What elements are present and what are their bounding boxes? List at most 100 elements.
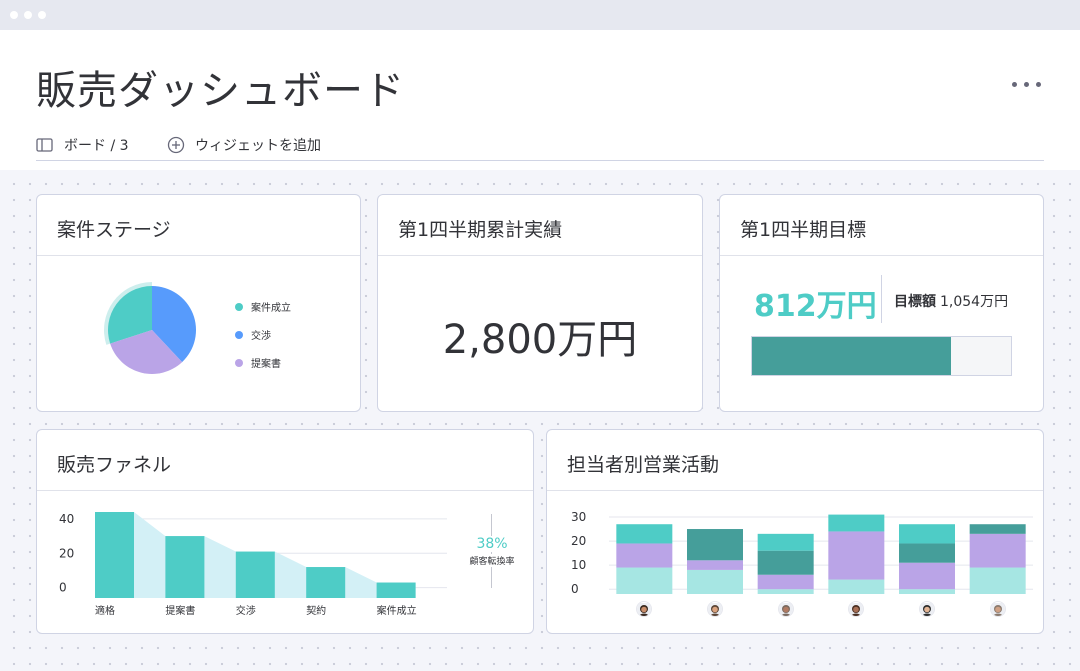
board-label: ボード / 3 xyxy=(64,138,129,154)
widget-title: 第1四半期目標 xyxy=(740,219,867,241)
funnel-bar[interactable] xyxy=(165,536,205,598)
stacked-bar-segment[interactable] xyxy=(616,524,673,544)
conversion-rate: 38% xyxy=(462,536,522,552)
stacked-bar-segment[interactable] xyxy=(616,543,673,568)
funnel-bar[interactable] xyxy=(95,512,134,598)
avatar-icon-4[interactable] xyxy=(849,602,864,616)
y-tick-label: 0 xyxy=(571,582,579,596)
more-icon xyxy=(1036,82,1041,87)
goal-target: 目標額 1,054万円 xyxy=(894,291,1008,311)
legend-swatch xyxy=(235,358,243,367)
y-tick-label: 30 xyxy=(571,510,586,524)
goal-target-label: 目標額 xyxy=(894,294,936,310)
goal-target-value: 1,054万円 xyxy=(940,294,1009,310)
stacked-bar-segment[interactable] xyxy=(969,524,1026,534)
activity-stacked-chart: 0 10 20 30 xyxy=(571,510,1033,596)
legend-item: 提案書 xyxy=(235,355,281,370)
header-divider xyxy=(36,160,1044,161)
x-tick-label: 適格 xyxy=(95,604,115,617)
stacked-bar-segment[interactable] xyxy=(899,543,955,563)
deal-stage-widget[interactable]: 案件ステージ 案件成立 交渉 提案書 xyxy=(36,194,361,412)
add-circle-icon xyxy=(167,136,185,154)
pie-slice[interactable] xyxy=(110,330,183,374)
widget-divider xyxy=(547,490,1043,491)
conversion-label: 顧客転換率 xyxy=(459,554,525,567)
avatar-icon-6[interactable] xyxy=(990,602,1005,616)
x-tick-label: 提案書 xyxy=(165,604,195,617)
funnel-bar[interactable] xyxy=(376,582,416,598)
stacked-bar-segment[interactable] xyxy=(899,562,955,590)
funnel-bar[interactable] xyxy=(235,551,275,598)
q1-goal-widget[interactable]: 第1四半期目標 812万円 目標額 1,054万円 xyxy=(719,194,1044,412)
more-icon xyxy=(1024,82,1029,87)
stacked-bar-segment[interactable] xyxy=(899,524,955,544)
x-tick-label: 交渉 xyxy=(236,604,256,617)
y-tick-label: 40 xyxy=(59,512,74,526)
stacked-bar-segment[interactable] xyxy=(757,550,814,575)
x-tick-label: 契約 xyxy=(306,604,326,617)
widget-title: 担当者別営業活動 xyxy=(567,454,720,476)
add-widget-button[interactable]: ウィジェットを追加 xyxy=(167,134,321,156)
stacked-bar-segment[interactable] xyxy=(687,529,743,561)
legend-item: 案件成立 xyxy=(235,299,291,314)
stacked-bar-segment[interactable] xyxy=(757,574,814,590)
stacked-bar-segment[interactable] xyxy=(969,533,1026,568)
stacked-bar-segment[interactable] xyxy=(828,514,885,532)
stacked-bar-segment[interactable] xyxy=(757,533,814,551)
avatar-icon-2[interactable] xyxy=(708,602,722,616)
widget-divider xyxy=(37,255,360,256)
legend-label: 案件成立 xyxy=(251,303,291,314)
q1-actual-value: 2,800万円 xyxy=(442,317,638,363)
pie-slice[interactable] xyxy=(108,286,152,344)
page-title: 販売ダッシュボード xyxy=(36,68,405,114)
q1-actual-widget[interactable]: 第1四半期累計実績 2,800万円 xyxy=(377,194,703,412)
legend-swatch xyxy=(235,330,243,339)
stacked-bar-segment[interactable] xyxy=(616,567,673,594)
goal-progress-bar xyxy=(751,336,1012,376)
sales-funnel-widget[interactable]: 販売ファネル 0 20 40 適格 提案書 交渉 契約 案件成立 38% 顧客転換率 xyxy=(36,429,534,634)
dashboard-header: 販売ダッシュボード ボード / 3 ウィジェットを追加 xyxy=(0,30,1080,170)
avatar-icon-5[interactable] xyxy=(920,602,934,616)
widget-divider xyxy=(378,255,702,256)
stacked-bar-segment[interactable] xyxy=(687,560,743,570)
y-tick-label: 10 xyxy=(571,558,586,572)
goal-current-value: 812万円 xyxy=(754,289,877,324)
stacked-bar-segment[interactable] xyxy=(828,579,885,594)
stacked-bar-segment[interactable] xyxy=(899,589,955,594)
legend-label: 提案書 xyxy=(251,359,281,370)
widget-divider xyxy=(720,255,1043,256)
board-selector[interactable]: ボード / 3 xyxy=(36,134,129,156)
legend-swatch xyxy=(235,302,243,311)
widget-title: 販売ファネル xyxy=(57,454,172,476)
stacked-bar-segment[interactable] xyxy=(757,589,814,594)
stacked-bar-segment[interactable] xyxy=(828,531,885,580)
window-dot-icon[interactable] xyxy=(10,11,18,19)
widget-title: 第1四半期累計実績 xyxy=(398,219,563,241)
window-dot-icon[interactable] xyxy=(38,11,46,19)
add-widget-label: ウィジェットを追加 xyxy=(195,138,321,154)
deal-stage-pie-chart xyxy=(103,282,196,374)
widget-divider xyxy=(37,490,533,491)
board-panel-icon xyxy=(36,138,53,152)
avatar-icon-3[interactable] xyxy=(778,602,793,616)
window-titlebar xyxy=(0,0,1080,30)
y-tick-label: 20 xyxy=(59,546,74,560)
funnel-bar[interactable] xyxy=(306,567,346,598)
more-options-button[interactable] xyxy=(1010,78,1044,92)
more-icon xyxy=(1012,82,1017,87)
avatar-icon-1[interactable] xyxy=(637,602,652,616)
window-dot-icon[interactable] xyxy=(24,11,32,19)
x-tick-label: 案件成立 xyxy=(377,604,417,617)
widget-title: 案件ステージ xyxy=(57,219,171,241)
y-tick-label: 0 xyxy=(59,581,67,595)
sales-funnel-chart: 0 20 40 適格 提案書 交渉 契約 案件成立 xyxy=(59,512,447,617)
stacked-bar-segment[interactable] xyxy=(969,567,1026,594)
y-tick-label: 20 xyxy=(571,534,586,548)
stacked-bar-segment[interactable] xyxy=(687,569,743,594)
goal-divider xyxy=(881,275,882,323)
activity-by-rep-widget[interactable]: 担当者別営業活動 0 10 20 30 xyxy=(546,429,1044,634)
legend-label: 交渉 xyxy=(251,331,271,342)
legend-item: 交渉 xyxy=(235,327,271,342)
goal-progress-fill xyxy=(752,337,952,375)
pie-slice[interactable] xyxy=(152,286,196,363)
